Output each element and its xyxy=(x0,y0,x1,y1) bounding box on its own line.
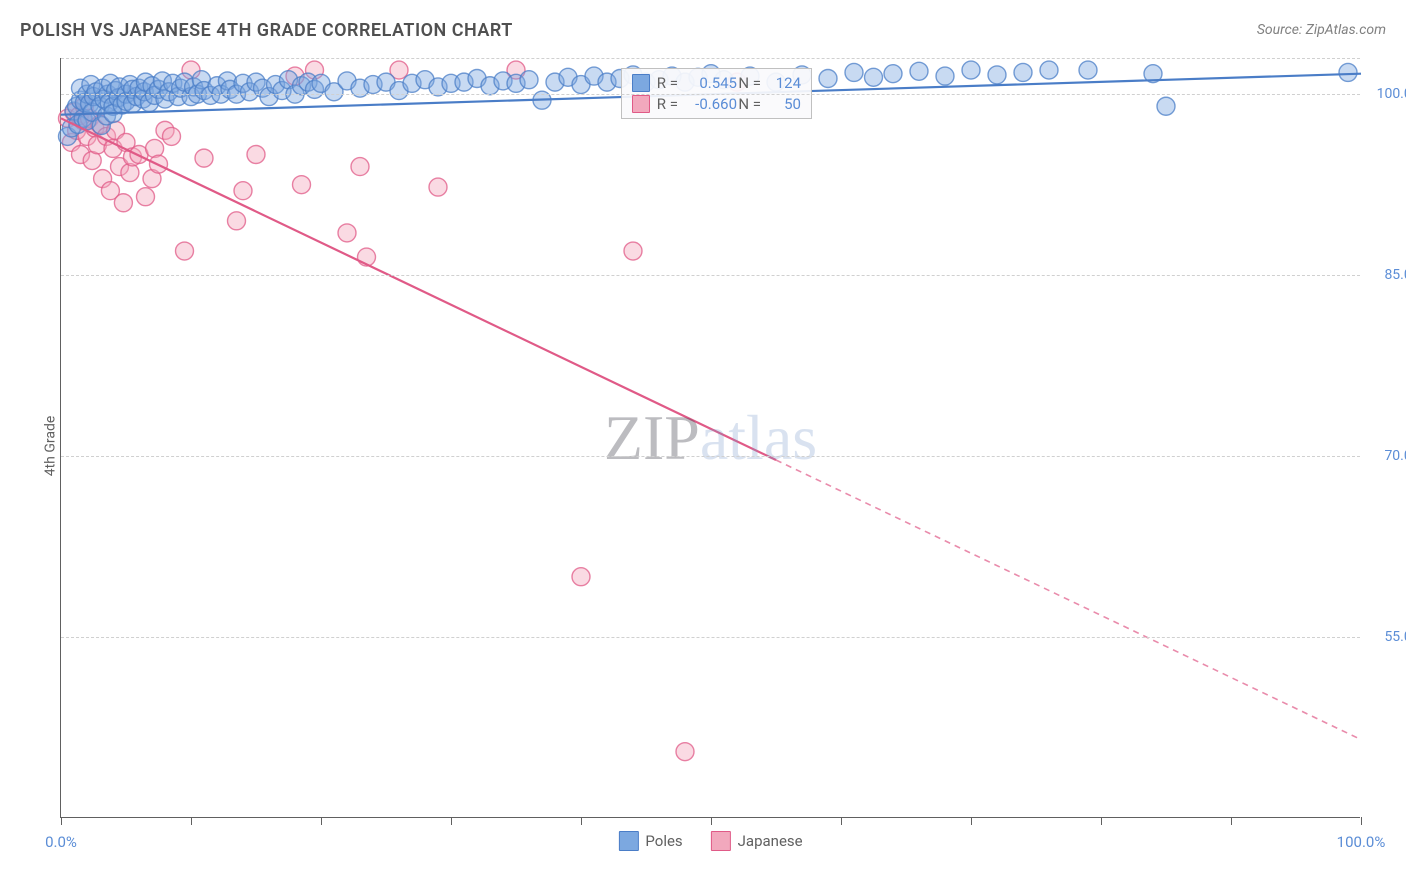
scatter-point-japanese xyxy=(351,158,369,176)
stats-n-label-2: N = xyxy=(737,95,765,113)
legend-swatch-japanese xyxy=(711,831,731,851)
scatter-point-japanese xyxy=(338,224,356,242)
x-tick xyxy=(1361,817,1362,825)
scatter-point-japanese xyxy=(676,743,694,761)
scatter-point-poles xyxy=(962,61,980,79)
scatter-point-poles xyxy=(884,65,902,83)
x-tick xyxy=(711,817,712,825)
scatter-point-japanese xyxy=(163,127,181,145)
x-tick xyxy=(1101,817,1102,825)
scatter-point-japanese xyxy=(572,568,590,586)
legend-swatch-poles xyxy=(618,831,638,851)
chart-svg xyxy=(61,58,1360,817)
gridline-h xyxy=(61,58,1360,59)
scatter-point-poles xyxy=(988,66,1006,84)
x-tick xyxy=(841,817,842,825)
trend-line-japanese xyxy=(61,118,776,460)
chart-plot-area: ZIPatlas R = 0.545 N = 124 R = -0.660 N … xyxy=(60,58,1360,818)
scatter-point-japanese xyxy=(121,164,139,182)
scatter-point-poles xyxy=(910,62,928,80)
x-tick xyxy=(1231,817,1232,825)
scatter-point-japanese xyxy=(247,146,265,164)
y-axis-label: 4th Grade xyxy=(42,416,58,477)
stats-r-label: R = xyxy=(654,74,682,92)
legend: Poles Japanese xyxy=(618,831,802,851)
scatter-point-japanese xyxy=(624,242,642,260)
x-tick xyxy=(581,817,582,825)
x-tick-label: 100.0% xyxy=(1337,833,1386,851)
stats-swatch-poles xyxy=(632,74,650,92)
stats-r-label-2: R = xyxy=(654,95,682,113)
chart-title: POLISH VS JAPANESE 4TH GRADE CORRELATION… xyxy=(20,20,513,41)
y-tick-label: 100.0% xyxy=(1377,86,1406,102)
x-tick xyxy=(321,817,322,825)
scatter-point-japanese xyxy=(195,149,213,167)
gridline-h xyxy=(61,275,1360,276)
scatter-point-poles xyxy=(520,71,538,89)
legend-item-japanese: Japanese xyxy=(711,831,803,851)
scatter-point-japanese xyxy=(293,176,311,194)
scatter-point-japanese xyxy=(429,178,447,196)
scatter-point-japanese xyxy=(228,212,246,230)
scatter-point-poles xyxy=(1079,61,1097,79)
source-attribution: Source: ZipAtlas.com xyxy=(1257,22,1386,38)
gridline-h xyxy=(61,637,1360,638)
scatter-point-poles xyxy=(1014,63,1032,81)
stats-n-label: N = xyxy=(737,74,765,92)
y-tick-label: 55.0% xyxy=(1384,629,1406,645)
y-tick-label: 85.0% xyxy=(1384,267,1406,283)
stats-n-japanese: 50 xyxy=(765,95,801,113)
scatter-point-poles xyxy=(936,67,954,85)
stats-r-japanese: -0.660 xyxy=(682,95,737,113)
scatter-point-poles xyxy=(819,70,837,88)
scatter-point-japanese xyxy=(176,242,194,260)
x-tick xyxy=(191,817,192,825)
trend-line-dashed-japanese xyxy=(776,460,1361,740)
scatter-point-japanese xyxy=(137,188,155,206)
x-tick xyxy=(971,817,972,825)
legend-item-poles: Poles xyxy=(618,831,682,851)
scatter-point-poles xyxy=(845,63,863,81)
scatter-point-poles xyxy=(1339,63,1357,81)
scatter-point-japanese xyxy=(114,194,132,212)
y-tick-label: 70.0% xyxy=(1384,448,1406,464)
legend-label-japanese: Japanese xyxy=(738,832,803,850)
scatter-point-poles xyxy=(1040,61,1058,79)
x-tick-label: 0.0% xyxy=(45,833,77,851)
scatter-point-poles xyxy=(865,68,883,86)
stats-r-poles: 0.545 xyxy=(682,74,737,92)
stats-swatch-japanese xyxy=(632,95,650,113)
gridline-h xyxy=(61,456,1360,457)
stats-n-poles: 124 xyxy=(765,74,801,92)
gridline-h xyxy=(61,94,1360,95)
x-tick xyxy=(451,817,452,825)
scatter-point-japanese xyxy=(234,182,252,200)
legend-label-poles: Poles xyxy=(645,832,682,850)
scatter-point-poles xyxy=(1157,97,1175,115)
x-tick xyxy=(61,817,62,825)
